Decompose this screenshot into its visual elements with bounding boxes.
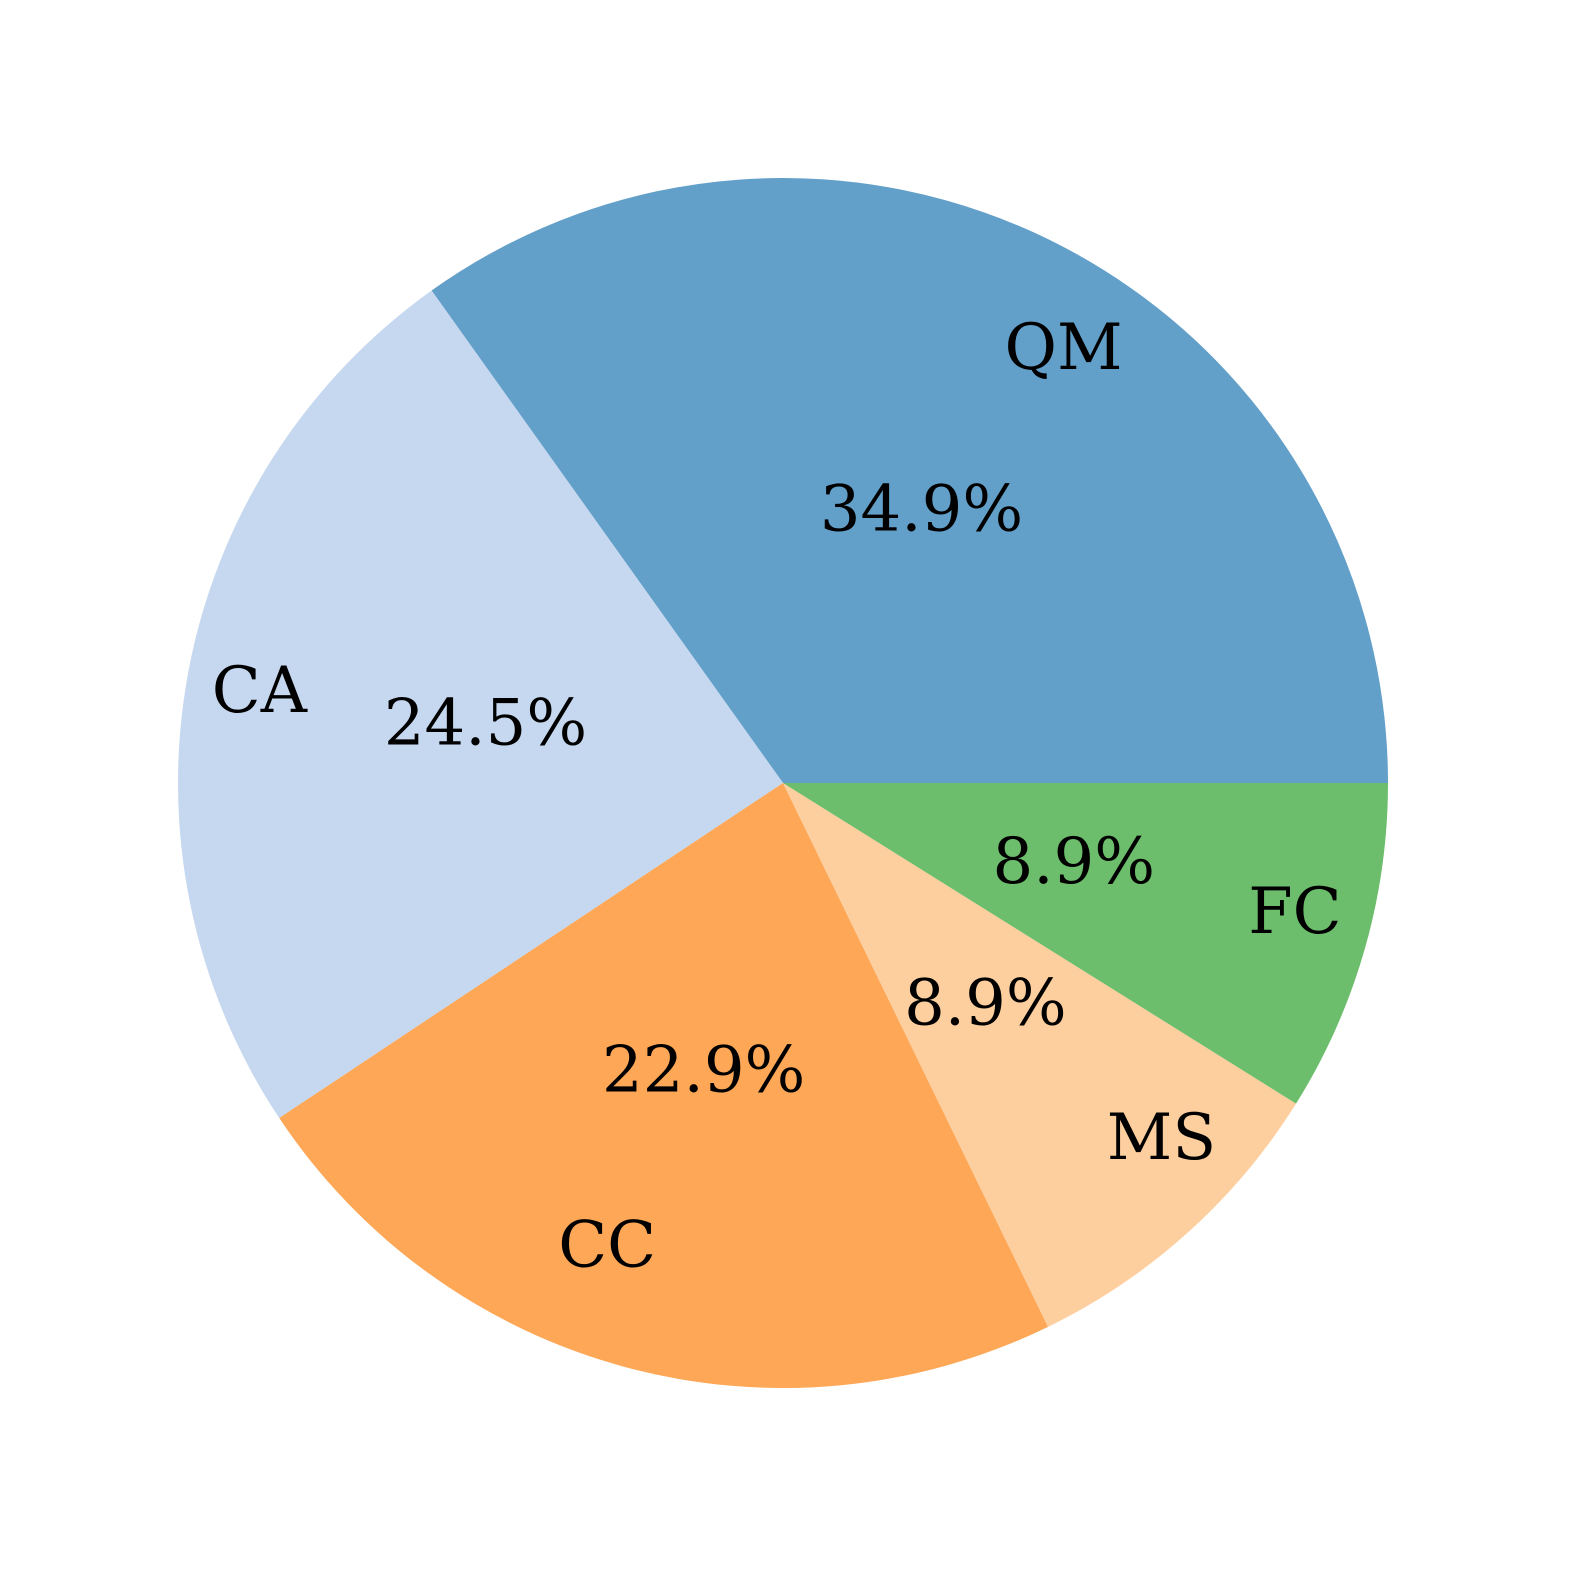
pie-slice [177, 290, 784, 1119]
percent-label: 8.9% [904, 966, 1067, 1040]
percent-label: 24.5% [384, 687, 587, 761]
slice-label: QM [1005, 311, 1123, 385]
percent-label: 22.9% [602, 1033, 805, 1107]
slice-label: MS [1107, 1101, 1216, 1175]
slice-label: CA [212, 654, 308, 728]
percent-label: 8.9% [992, 825, 1155, 899]
pie-slice [783, 783, 1388, 1104]
pie-slice [279, 783, 1049, 1389]
slice-label: FC [1248, 875, 1341, 949]
percent-label: 34.9% [820, 473, 1023, 547]
pie-slice [783, 783, 1297, 1327]
pie-slice [431, 177, 1389, 783]
slice-label: CC [558, 1209, 656, 1283]
